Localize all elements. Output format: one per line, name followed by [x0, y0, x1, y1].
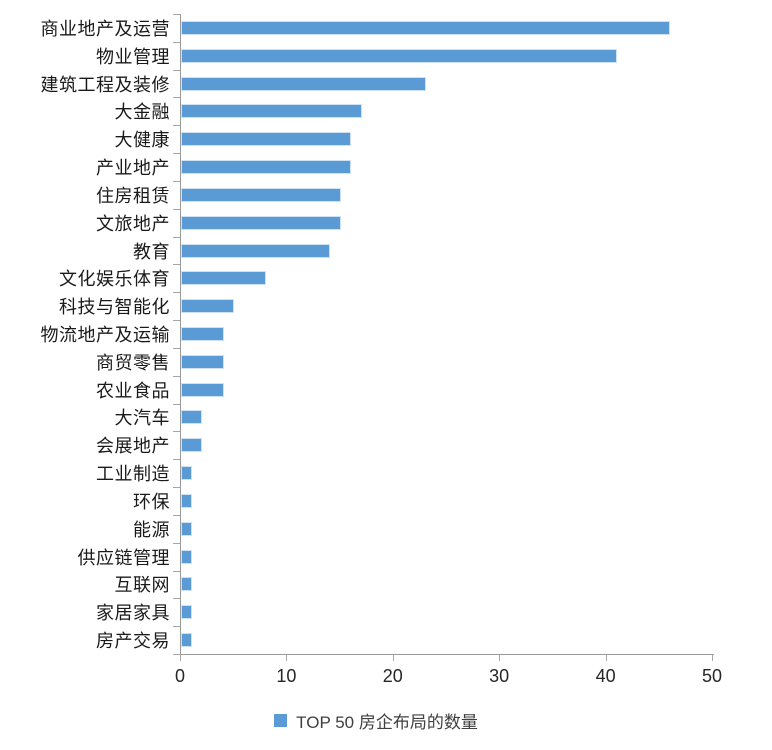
x-tick-label: 30 — [489, 666, 510, 686]
bar — [181, 493, 192, 508]
y-axis-line — [180, 14, 181, 655]
category-label: 大汽车 — [114, 408, 170, 429]
bar — [181, 215, 341, 230]
y-axis-tick — [173, 209, 180, 210]
category-label: 工业制造 — [96, 464, 170, 485]
bar — [181, 521, 192, 536]
y-axis-tick — [173, 14, 180, 15]
x-tick-label: 50 — [701, 666, 723, 686]
y-axis-tick — [173, 487, 180, 488]
y-axis-tick — [173, 153, 180, 154]
bar — [181, 549, 192, 564]
category-label: 大健康 — [114, 130, 170, 151]
y-axis-tick — [173, 42, 180, 43]
bar — [181, 160, 351, 175]
y-axis-tick — [173, 376, 180, 377]
category-label: 商贸零售 — [96, 352, 170, 373]
bar — [181, 410, 202, 425]
x-axis-tick — [606, 655, 607, 661]
bar — [181, 577, 192, 592]
bar — [181, 187, 341, 202]
y-axis-tick — [173, 264, 180, 265]
bar — [181, 132, 351, 147]
y-axis-tick — [173, 125, 180, 126]
category-label: 物业管理 — [96, 46, 170, 67]
category-label: 建筑工程及装修 — [40, 74, 170, 95]
x-tick-label: 10 — [276, 666, 297, 686]
bar — [181, 633, 192, 648]
x-tick-label: 20 — [382, 666, 403, 686]
y-axis-tick — [173, 348, 180, 349]
y-axis-tick — [173, 404, 180, 405]
bar — [181, 327, 224, 341]
category-label: 房产交易 — [96, 631, 170, 652]
category-label: 互联网 — [114, 575, 170, 596]
category-label: 大金融 — [114, 102, 170, 123]
y-axis-tick — [173, 571, 180, 572]
category-label: 文化娱乐体育 — [59, 269, 170, 290]
bar — [181, 466, 192, 481]
y-axis-tick — [173, 70, 180, 71]
category-label: 科技与智能化 — [59, 297, 170, 318]
bar — [181, 354, 224, 369]
y-axis-tick — [173, 626, 180, 627]
category-label: 农业食品 — [96, 380, 170, 401]
bar — [181, 104, 362, 119]
y-axis-tick — [173, 431, 180, 432]
category-label: 家居家具 — [96, 603, 170, 624]
category-label: 供应链管理 — [77, 547, 170, 568]
legend: TOP 50 房企布局的数量 — [0, 708, 752, 733]
x-axis-line — [180, 654, 714, 655]
bar — [181, 605, 192, 620]
y-axis-tick — [173, 654, 180, 655]
x-axis-tick — [712, 655, 713, 661]
x-axis-tick — [499, 655, 500, 661]
x-tick-label: 40 — [595, 666, 616, 686]
y-axis-tick — [173, 292, 180, 293]
x-tick-label: 0 — [174, 666, 186, 686]
category-label: 产业地产 — [96, 158, 170, 179]
y-axis-tick — [173, 181, 180, 182]
bar — [181, 48, 617, 63]
category-label: 住房租赁 — [96, 185, 170, 206]
category-label: 物流地产及运输 — [40, 324, 170, 345]
y-axis-tick — [173, 459, 180, 460]
category-label: 商业地产及运营 — [40, 18, 170, 39]
category-label: 能源 — [133, 519, 170, 540]
y-axis-tick — [173, 598, 180, 599]
category-label: 环保 — [133, 491, 170, 512]
x-axis-tick — [286, 655, 287, 661]
x-axis-tick — [393, 655, 394, 661]
bar — [181, 20, 670, 35]
y-axis-tick — [173, 320, 180, 321]
y-axis-tick — [173, 97, 180, 98]
y-axis-tick — [173, 515, 180, 516]
bar — [181, 299, 234, 314]
legend-label: TOP 50 房企布局的数量 — [296, 713, 478, 732]
x-axis-tick — [180, 655, 181, 661]
category-label: 会展地产 — [96, 436, 170, 457]
y-axis-tick — [173, 543, 180, 544]
bar — [181, 76, 426, 91]
bar — [181, 438, 202, 453]
bar — [181, 243, 330, 258]
bar — [181, 271, 266, 286]
bar — [181, 382, 224, 397]
category-label: 文旅地产 — [96, 213, 170, 234]
y-axis-tick — [173, 237, 180, 238]
category-label: 教育 — [133, 241, 170, 262]
legend-swatch-icon — [274, 714, 288, 727]
